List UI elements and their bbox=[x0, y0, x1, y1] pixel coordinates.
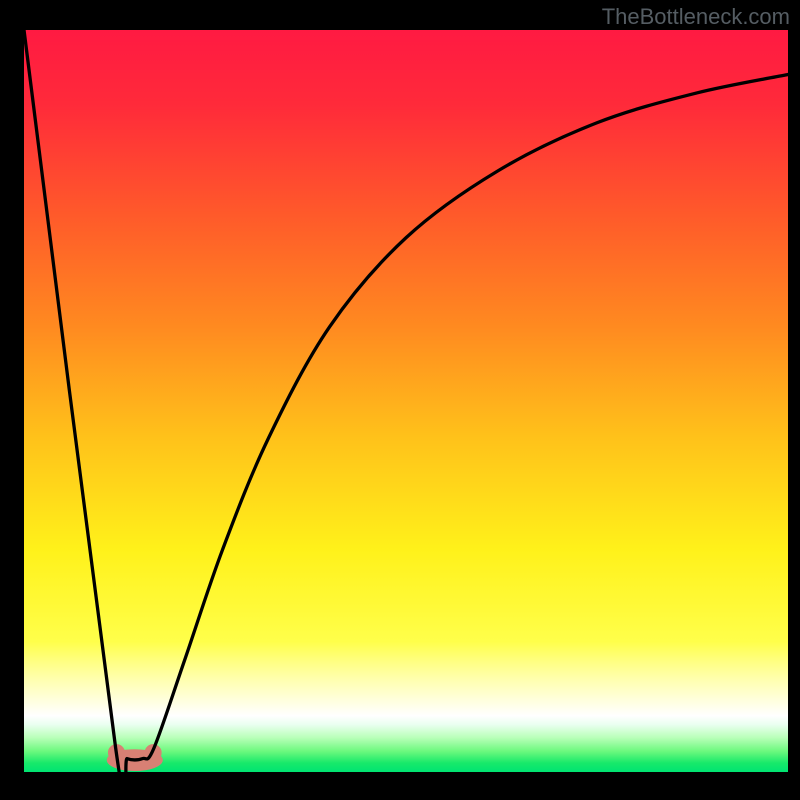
bottleneck-chart bbox=[0, 0, 800, 800]
chart-plot-background bbox=[24, 30, 788, 772]
chart-container: TheBottleneck.com bbox=[0, 0, 800, 800]
attribution-label: TheBottleneck.com bbox=[602, 4, 790, 30]
